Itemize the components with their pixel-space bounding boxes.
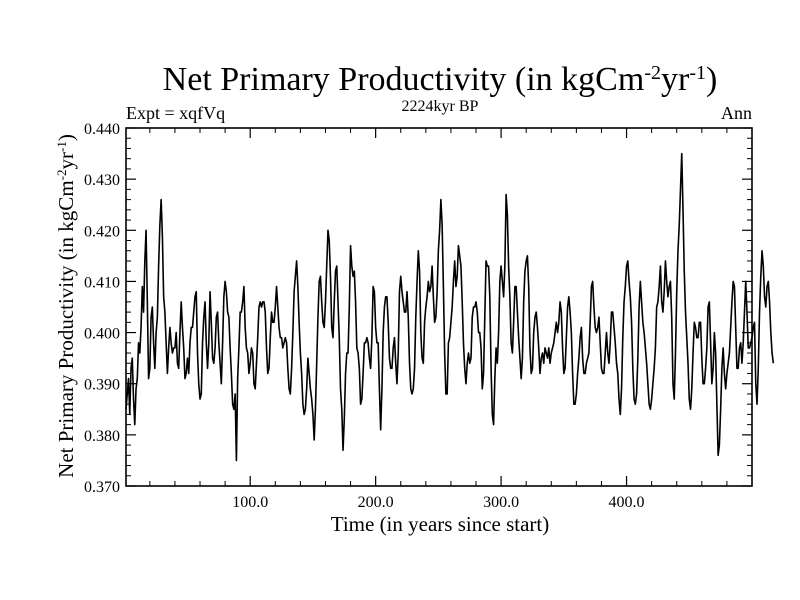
ylabel-mid: yr — [54, 152, 78, 170]
ylabel-sup-1: -2 — [54, 170, 69, 181]
title-sup-2: -1 — [689, 62, 706, 84]
x-axis-label: Time (in years since start) — [331, 512, 550, 536]
season-label: Ann — [721, 103, 752, 123]
title-end: ) — [706, 61, 717, 98]
x-tick-label: 100.0 — [232, 494, 268, 511]
npp-series-line — [125, 152, 775, 462]
x-tick-label: 200.0 — [358, 494, 394, 511]
title-sup-1: -2 — [644, 62, 661, 84]
y-tick-label: 0.440 — [84, 121, 120, 138]
chart-title: Net Primary Productivity (in kgCm-2yr-1) — [163, 61, 718, 98]
y-axis-label: Net Primary Productivity (in kgCm-2yr-1) — [54, 134, 79, 478]
ylabel-sup-2: -1 — [54, 141, 69, 152]
x-tick-label: 400.0 — [609, 494, 645, 511]
series-group — [125, 152, 775, 462]
y-axis-ticks: 0.370 0.380 0.390 0.400 0.410 0.420 0.430 0.440 — [84, 121, 752, 496]
period-label: 2224kyr BP — [402, 98, 479, 115]
y-tick-label: 0.420 — [84, 223, 120, 240]
y-tick-label: 0.430 — [84, 172, 120, 189]
experiment-label: Expt = xqfVq — [126, 103, 225, 123]
title-mid: yr — [661, 61, 690, 98]
y-tick-label: 0.400 — [84, 326, 120, 343]
ylabel-main: Net Primary Productivity (in kgCm — [54, 180, 78, 477]
y-tick-label: 0.390 — [84, 377, 120, 394]
y-tick-label: 0.370 — [84, 479, 120, 496]
x-tick-label: 300.0 — [483, 494, 519, 511]
x-axis-ticks: 100.0 200.0 300.0 400.0 — [149, 128, 728, 511]
y-tick-label: 0.380 — [84, 428, 120, 445]
title-main: Net Primary Productivity (in kgCm — [163, 61, 645, 98]
ylabel-end: ) — [54, 134, 78, 141]
y-tick-label: 0.410 — [84, 274, 120, 291]
plot-frame — [125, 127, 753, 487]
